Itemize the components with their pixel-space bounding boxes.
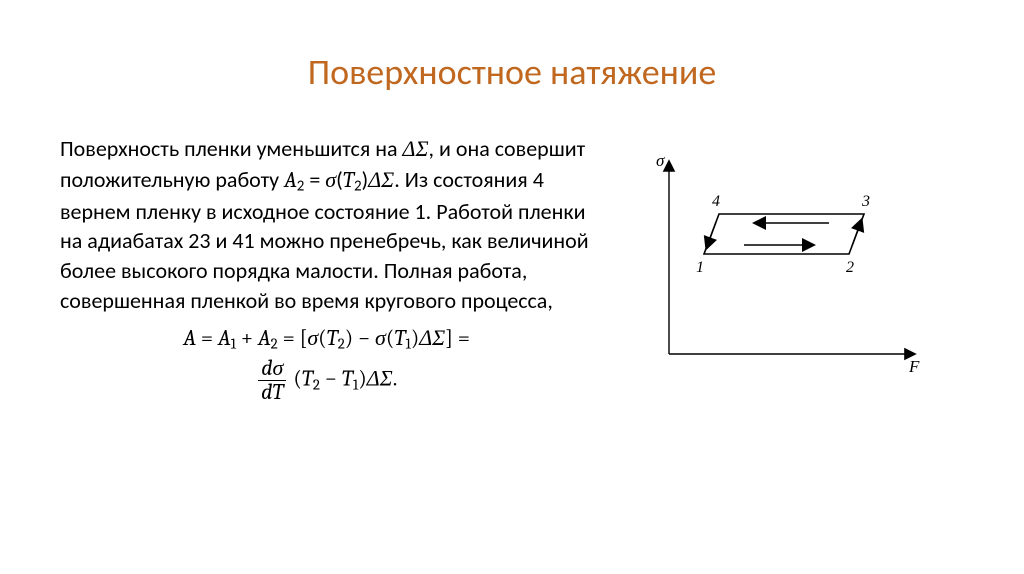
f-T-den: T (272, 379, 283, 405)
inline-eq: = (304, 166, 325, 193)
f-d-num: d (261, 355, 272, 381)
main-formula: A = A1 + A2 = [σ(T2) − σ(T1)ΔΣ] = dσ dT … (60, 321, 593, 404)
f-A1: A (218, 325, 231, 351)
f-T-4: T (342, 366, 353, 392)
inline-T: T (343, 167, 354, 193)
f-d-den: d (261, 379, 272, 405)
f-lp-3: ( (293, 366, 301, 392)
f-rp-2: ) (411, 325, 419, 351)
f-A2-sub: 2 (271, 336, 278, 353)
f-lp-1: ( (318, 325, 326, 351)
f-rbr: ] (445, 325, 453, 351)
f-plus: + (236, 325, 258, 351)
f-dSigma-1: ΔΣ (419, 325, 445, 351)
f-eq-1: = (196, 325, 218, 351)
node-1-label: 1 (696, 259, 704, 276)
slide-title: Поверхностное натяжение (60, 50, 964, 94)
node-4-label: 4 (712, 193, 720, 210)
f-A2: A (258, 325, 271, 351)
f-T-3: T (302, 366, 313, 392)
x-axis-label: F (908, 357, 920, 376)
inline-A: A (284, 167, 297, 193)
f-minus-2: − (320, 366, 342, 392)
f-sigma-2: σ (375, 325, 386, 351)
f-dot: . (393, 366, 398, 392)
f-eq-3: = (453, 325, 470, 351)
para-part-1: Поверхность пленки уменьшится на (60, 135, 403, 162)
f-sigma-1: σ (307, 325, 318, 351)
f-T2-sub-2: 2 (313, 376, 320, 393)
delta-sigma-2: ΔΣ (368, 167, 394, 193)
node-3-label: 3 (861, 193, 870, 210)
inline-T-sub: 2 (354, 177, 362, 195)
y-axis-label: σ (656, 151, 665, 170)
f-rp-1: ) (345, 325, 353, 351)
node-2-label: 2 (846, 259, 854, 276)
text-column: Поверхность пленки уменьшится на ΔΣ, и о… (60, 134, 593, 404)
f-dSigma-2: ΔΣ (367, 366, 393, 392)
delta-sigma-1: ΔΣ (403, 136, 429, 162)
f-rp-3: ) (358, 366, 366, 392)
f-A: A (183, 325, 196, 351)
f-T-2: T (394, 325, 405, 351)
f-sigma-num: σ (272, 355, 283, 381)
cycle-diagram: σ F 1 2 3 4 (624, 144, 934, 384)
f-eq-2: = (278, 325, 300, 351)
f-T2-sub-1: 2 (338, 336, 345, 353)
fraction: dσ dT (258, 357, 286, 404)
f-T-1: T (327, 325, 338, 351)
content-row: Поверхность пленки уменьшится на ΔΣ, и о… (60, 134, 964, 404)
f-minus-1: − (353, 325, 375, 351)
diagram-column: σ F 1 2 3 4 (593, 134, 964, 384)
inline-sigma: σ (325, 167, 336, 193)
